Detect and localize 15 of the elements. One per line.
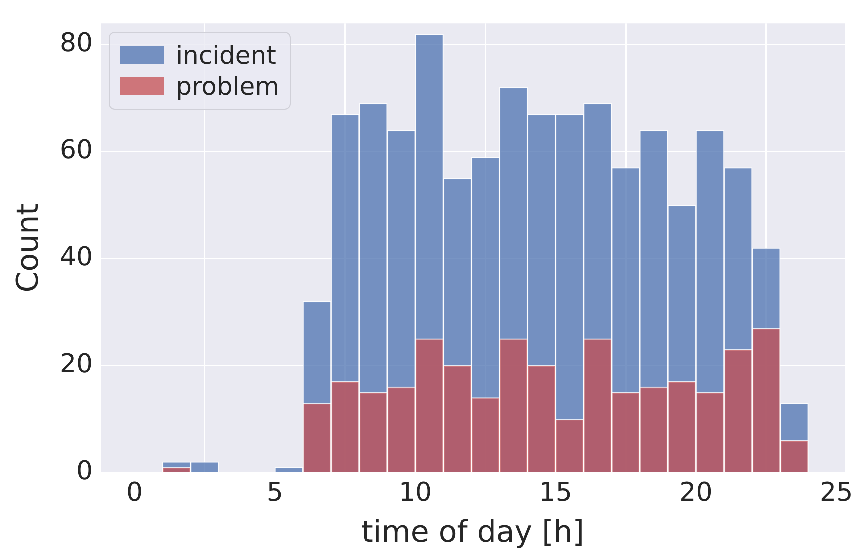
x-tick-label: 0 [126, 478, 144, 508]
x-tick-label: 20 [680, 478, 713, 508]
x-tick-label: 5 [266, 478, 284, 508]
y-tick-label: 40 [60, 242, 94, 273]
y-tick-label: 60 [60, 136, 94, 166]
y-tick-label: 80 [60, 28, 94, 59]
x-tick-label: 15 [539, 478, 572, 508]
legend-label: problem [176, 72, 280, 101]
x-axis-title: time of day [h] [362, 514, 584, 550]
y-tick-label: 20 [60, 350, 94, 380]
y-tick-label: 0 [76, 456, 94, 487]
legend-label: incident [176, 40, 276, 70]
x-tick-label: 25 [820, 478, 854, 508]
x-tick-label: 10 [398, 478, 432, 508]
y-axis-title: Count [10, 203, 46, 293]
